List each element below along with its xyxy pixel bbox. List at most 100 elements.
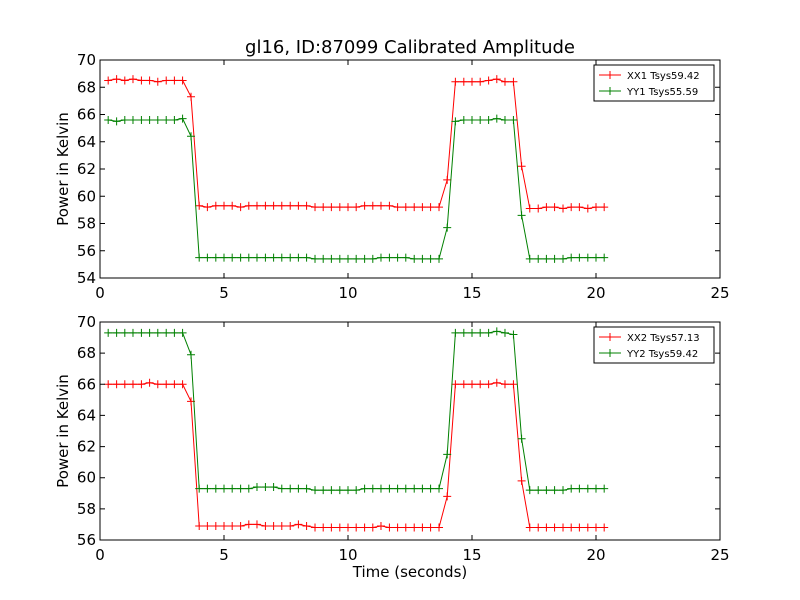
data-point	[269, 521, 278, 530]
y-tick-label: 56	[77, 531, 96, 549]
data-point	[435, 484, 444, 493]
data-point	[542, 486, 551, 495]
data-point	[509, 380, 518, 389]
y-tick-label: 58	[77, 500, 96, 518]
data-point	[583, 204, 592, 213]
data-point	[385, 523, 394, 532]
data-point	[302, 521, 311, 530]
data-point	[344, 523, 352, 532]
x-tick-label: 15	[462, 284, 481, 302]
data-point	[484, 328, 493, 337]
data-point	[112, 117, 121, 126]
data-point	[542, 254, 551, 263]
data-point	[195, 521, 204, 530]
y-tick-label: 66	[77, 106, 96, 124]
data-point	[252, 520, 261, 529]
legend-entry-label: XX1 Tsys59.42	[627, 71, 700, 82]
data-point	[592, 203, 600, 212]
data-point	[203, 253, 212, 262]
y-tick-label: 64	[77, 133, 96, 151]
data-point	[517, 434, 526, 443]
data-point	[525, 254, 534, 263]
data-point	[137, 380, 146, 389]
data-point	[401, 523, 410, 532]
data-point	[286, 201, 295, 210]
data-point	[376, 253, 385, 262]
data-point	[335, 523, 344, 532]
data-point	[352, 254, 361, 263]
data-point	[195, 253, 204, 262]
x-axis-label: Time (seconds)	[352, 563, 468, 581]
data-point	[500, 115, 509, 124]
data-point	[244, 201, 253, 210]
data-point	[236, 484, 245, 493]
legend: XX1 Tsys59.42 YY1 Tsys55.59	[593, 64, 715, 102]
data-point	[145, 328, 154, 337]
data-point	[385, 201, 394, 210]
data-point	[426, 203, 435, 212]
y-tick-label: 58	[77, 215, 96, 233]
data-point	[170, 115, 179, 124]
data-point	[567, 253, 576, 262]
data-point	[112, 328, 121, 337]
data-point	[393, 203, 402, 212]
data-point	[500, 77, 509, 86]
legend: XX2 Tsys57.13 YY2 Tsys59.42	[593, 326, 715, 364]
y-tick-label: 60	[77, 187, 96, 205]
y-tick-label: 62	[77, 438, 96, 456]
data-point	[393, 253, 402, 262]
data-point	[252, 253, 261, 262]
y-tick-label: 62	[77, 160, 96, 178]
data-point	[286, 521, 295, 530]
data-point	[128, 115, 137, 124]
data-point	[220, 484, 228, 493]
data-point	[550, 254, 559, 263]
data-point	[187, 350, 196, 359]
y-tick-label: 68	[77, 344, 96, 362]
data-point	[418, 254, 427, 263]
data-point	[211, 484, 220, 493]
data-point	[368, 484, 377, 493]
data-point	[244, 484, 253, 493]
data-point	[286, 484, 295, 493]
data-point	[476, 328, 485, 337]
data-point	[178, 114, 187, 123]
data-point	[410, 523, 419, 532]
data-point	[600, 484, 609, 493]
data-point	[550, 486, 559, 495]
data-point	[575, 484, 584, 493]
y-tick-label: 56	[77, 242, 96, 260]
data-point	[484, 115, 493, 124]
data-point	[509, 115, 518, 124]
data-point	[443, 175, 452, 184]
data-point	[443, 223, 452, 232]
data-point	[244, 520, 253, 529]
data-point	[335, 254, 344, 263]
x-tick-label: 0	[95, 284, 105, 302]
data-point	[600, 253, 609, 262]
data-point	[104, 76, 113, 85]
data-point	[170, 380, 179, 389]
data-point	[120, 380, 129, 389]
data-point	[418, 523, 427, 532]
data-point	[203, 203, 212, 212]
data-point	[559, 523, 568, 532]
y-tick-label: 68	[77, 78, 96, 96]
x-tick-label: 10	[338, 546, 357, 564]
data-point	[451, 328, 460, 337]
axes-frame	[99, 321, 721, 541]
data-point	[344, 486, 352, 495]
y-tick-label: 66	[77, 375, 96, 393]
data-point	[410, 484, 419, 493]
data-point	[459, 115, 468, 124]
data-point	[376, 484, 385, 493]
bottom-subplot: 0 5 10 15 20 25 56 58 60 62 64 66 68 70 Power in Kelvi…	[54, 313, 730, 581]
data-point	[376, 521, 385, 530]
data-point	[228, 484, 237, 493]
data-point	[104, 328, 113, 337]
data-point	[368, 523, 377, 532]
data-point	[435, 523, 444, 532]
data-point	[261, 253, 270, 262]
data-point	[311, 254, 320, 263]
data-point	[451, 380, 460, 389]
